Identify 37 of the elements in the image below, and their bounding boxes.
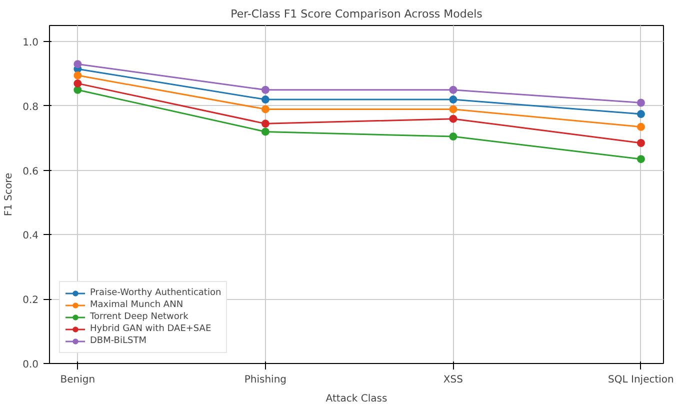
- y-tick-label: 0.6: [22, 166, 39, 178]
- x-tick-label: XSS: [443, 374, 463, 386]
- point: [74, 60, 82, 68]
- point: [636, 139, 645, 147]
- x-tick-label: Benign: [60, 374, 96, 386]
- chart-title: Per-Class F1 Score Comparison Across Models: [230, 8, 483, 20]
- point: [261, 86, 270, 94]
- legend-label: Hybrid GAN with DAE+SAE: [90, 323, 212, 335]
- point: [74, 71, 82, 80]
- legend-label: DBM-BiLSTM: [90, 335, 146, 347]
- legend-label: Torrent Deep Network: [90, 311, 188, 323]
- legend-label: Praise-Worthy Authentication: [90, 287, 222, 299]
- point: [449, 132, 458, 141]
- point: [449, 114, 458, 123]
- point: [74, 79, 82, 88]
- point: [449, 86, 458, 94]
- point: [261, 105, 270, 114]
- x-tick-label: Phishing: [244, 374, 287, 386]
- y-tick-label: 1.0: [22, 38, 39, 49]
- point: [261, 128, 270, 136]
- legend-label: Maximal Munch ANN: [90, 299, 184, 311]
- x-tick-label: SQL Injection: [608, 374, 674, 386]
- x-axis-title: Attack Class: [326, 394, 388, 404]
- point: [636, 155, 645, 164]
- point: [74, 86, 82, 94]
- y-tick-label: 0.2: [22, 295, 39, 306]
- y-tick-label: 0.8: [22, 102, 39, 113]
- y-tick-label: 0.0: [22, 360, 39, 370]
- y-tick-label: 0.4: [22, 230, 39, 242]
- point: [449, 105, 458, 114]
- point: [636, 98, 645, 107]
- point: [261, 120, 270, 128]
- point: [636, 122, 645, 131]
- point: [261, 96, 270, 104]
- y-axis-title: F1 Score: [4, 172, 15, 216]
- point: [449, 96, 458, 104]
- point: [636, 110, 645, 118]
